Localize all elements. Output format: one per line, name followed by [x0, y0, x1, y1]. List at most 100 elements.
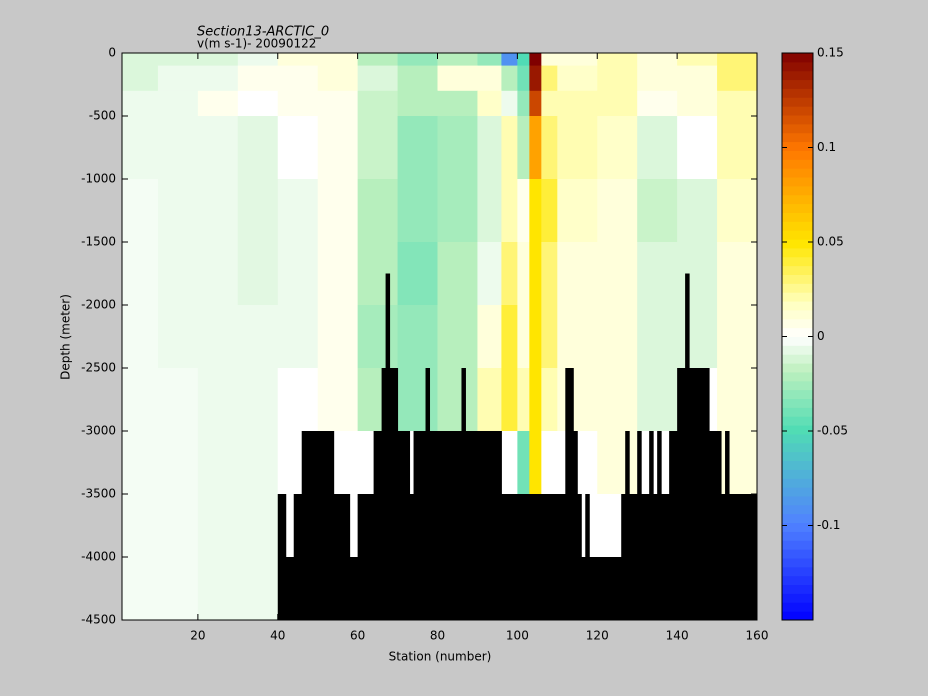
- heat-cell: [237, 179, 279, 243]
- colorbar-band: [782, 611, 813, 621]
- colorbar-band: [782, 487, 813, 497]
- heat-cell: [477, 305, 502, 369]
- heat-cell: [122, 242, 159, 306]
- heat-cell: [717, 179, 758, 243]
- heat-cell: [677, 179, 718, 243]
- colorbar-band: [782, 540, 813, 550]
- seafloor: [465, 431, 486, 620]
- heat-cell: [677, 53, 718, 67]
- colorbar-band: [782, 212, 813, 222]
- seafloor: [653, 494, 658, 620]
- heat-cell: [541, 65, 558, 92]
- colorbar-tick-label: -0.1: [817, 518, 840, 532]
- colorbar-band: [782, 460, 813, 470]
- heat-cell: [317, 242, 359, 306]
- heat-cell: [317, 65, 359, 92]
- heat-cell: [717, 431, 758, 495]
- heat-cell: [197, 179, 239, 243]
- colorbar-band: [782, 88, 813, 98]
- heat-cell: [501, 116, 518, 180]
- heat-cell: [277, 53, 319, 67]
- heat-cell: [357, 305, 399, 369]
- seafloor: [397, 431, 411, 620]
- heat-cell: [501, 305, 518, 369]
- heat-cell: [557, 305, 598, 369]
- heat-cell: [122, 368, 159, 432]
- heat-cell: [237, 431, 279, 495]
- heat-cell: [437, 65, 478, 92]
- x-tick-label: 40: [270, 629, 285, 643]
- seafloor: [625, 431, 630, 620]
- heat-cell: [637, 242, 678, 306]
- colorbar-band: [782, 123, 813, 134]
- heat-cell: [597, 305, 638, 369]
- seafloor: [573, 431, 578, 620]
- heat-cell: [529, 431, 542, 495]
- seafloor: [689, 368, 710, 620]
- heat-cell: [237, 65, 279, 92]
- colorbar-band: [782, 150, 813, 160]
- heat-cell: [477, 65, 502, 92]
- heat-cell: [157, 65, 199, 92]
- seafloor: [285, 557, 295, 620]
- seafloor: [385, 273, 391, 620]
- colorbar-band: [782, 407, 813, 417]
- heat-cell: [477, 368, 502, 432]
- heat-cell: [637, 53, 678, 67]
- heat-cell: [197, 53, 239, 67]
- colorbar-band: [782, 469, 813, 479]
- heat-cell: [197, 90, 239, 117]
- heat-cell: [197, 368, 239, 432]
- heat-cell: [477, 242, 502, 306]
- x-tick-label: 160: [746, 629, 769, 643]
- heat-cell: [237, 242, 279, 306]
- seafloor: [661, 494, 670, 620]
- heat-cell: [397, 65, 439, 92]
- heat-cell: [237, 368, 279, 432]
- heat-cell: [197, 242, 239, 306]
- heat-cell: [637, 368, 678, 432]
- heat-cell: [557, 65, 598, 92]
- heat-cell: [122, 53, 159, 67]
- seafloor: [709, 431, 722, 620]
- heat-cell: [122, 90, 159, 117]
- seafloor: [301, 431, 335, 620]
- colorbar-tick-label: 0.05: [817, 235, 844, 249]
- colorbar-band: [782, 354, 813, 364]
- colorbar-band: [782, 557, 813, 568]
- seafloor: [669, 431, 678, 620]
- y-tick-label: -4500: [81, 613, 116, 627]
- heat-cell: [122, 305, 159, 369]
- colorbar-band: [782, 115, 813, 125]
- colorbar-band: [782, 495, 813, 506]
- heat-cell: [541, 53, 558, 67]
- colorbar-band: [782, 327, 813, 337]
- heat-cell: [597, 116, 638, 180]
- heat-cell: [541, 242, 558, 306]
- y-tick-label: -1500: [81, 235, 116, 249]
- heat-cell: [357, 179, 399, 243]
- colorbar-band: [782, 451, 813, 462]
- heat-cell: [637, 65, 678, 92]
- colorbar-band: [782, 398, 813, 408]
- heat-cell: [597, 179, 638, 243]
- colorbar-band: [782, 70, 813, 81]
- y-tick-label: -3000: [81, 424, 116, 438]
- seafloor: [677, 368, 686, 620]
- heat-cell: [122, 116, 159, 180]
- heat-cell: [277, 305, 319, 369]
- seafloor: [429, 431, 462, 620]
- heat-cell: [529, 305, 542, 369]
- seafloor: [641, 494, 650, 620]
- heat-cell: [597, 242, 638, 306]
- heat-cell: [157, 431, 199, 495]
- seafloor: [529, 494, 542, 620]
- heat-cell: [517, 90, 530, 117]
- seafloor: [349, 557, 359, 620]
- heat-cell: [357, 65, 399, 92]
- heat-cell: [529, 53, 542, 67]
- heat-cell: [557, 53, 598, 67]
- heat-cell: [677, 90, 718, 117]
- x-tick-label: 20: [190, 629, 205, 643]
- heat-cell: [717, 65, 758, 92]
